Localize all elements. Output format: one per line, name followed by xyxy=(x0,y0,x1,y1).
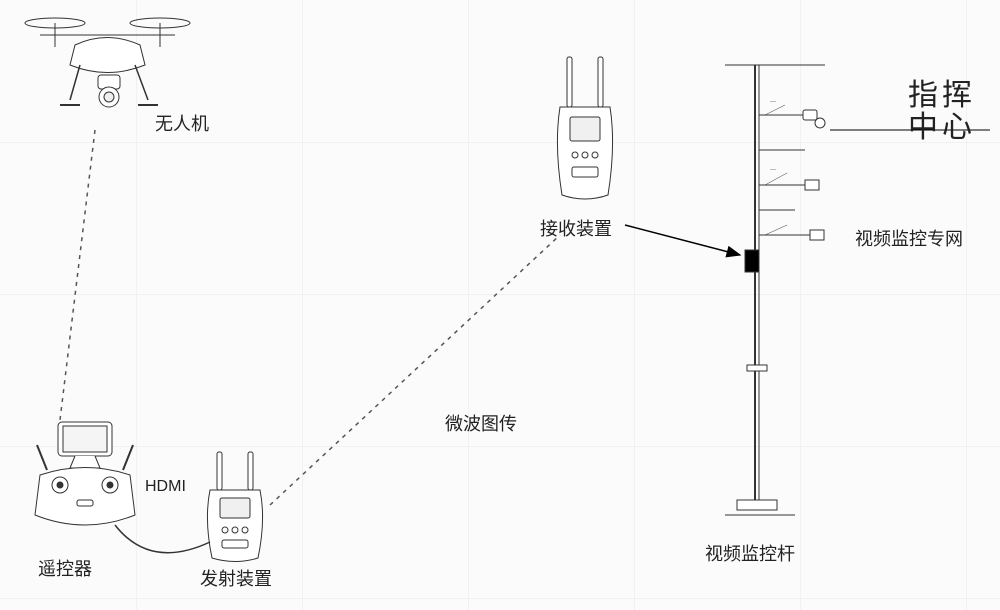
transmitter-label: 发射装置 xyxy=(200,565,272,591)
pole-node: — — xyxy=(725,55,830,530)
hdmi-label: HDMI xyxy=(145,478,186,496)
svg-text:—: — xyxy=(770,99,776,105)
svg-text:—: — xyxy=(770,167,776,173)
receiver-label: 接收装置 xyxy=(540,215,612,241)
drone-label: 无人机 xyxy=(155,110,209,136)
pole-label: 视频监控杆 xyxy=(705,540,795,566)
center-label: 指挥中心 xyxy=(908,80,976,143)
microwave-label: 微波图传 xyxy=(445,410,517,436)
controller-node xyxy=(25,420,145,545)
network-label: 视频监控专网 xyxy=(855,225,963,251)
receiver-node xyxy=(550,55,620,205)
transmitter-node xyxy=(200,450,270,565)
controller-label: 遥控器 xyxy=(38,555,92,581)
center-label-text: 指挥中心 xyxy=(908,79,976,144)
